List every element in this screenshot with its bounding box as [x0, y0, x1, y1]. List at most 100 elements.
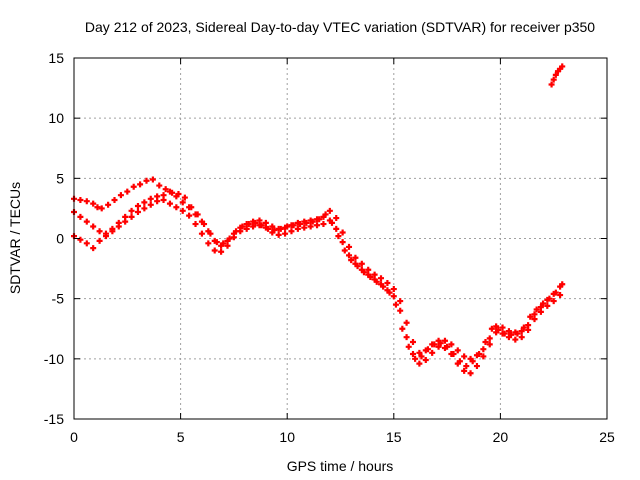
- data-point: [346, 243, 353, 250]
- data-point: [499, 324, 506, 331]
- data-point: [166, 200, 173, 207]
- x-tick-label: 15: [386, 429, 402, 445]
- data-point: [473, 352, 480, 359]
- x-tick-label: 25: [599, 429, 615, 445]
- data-point: [111, 196, 118, 203]
- data-point: [243, 221, 250, 228]
- x-tick-label: 20: [493, 429, 509, 445]
- data-point: [160, 192, 167, 199]
- data-point: [392, 301, 399, 308]
- data-point: [493, 329, 500, 336]
- data-point: [378, 281, 385, 288]
- data-point: [122, 218, 129, 225]
- data-point: [288, 228, 295, 235]
- data-point: [282, 224, 289, 231]
- data-point: [448, 351, 455, 358]
- data-point: [384, 287, 391, 294]
- data-point: [520, 324, 527, 331]
- data-point: [173, 204, 180, 211]
- data-point: [314, 222, 321, 229]
- data-point: [335, 233, 342, 240]
- data-point: [435, 337, 442, 344]
- data-point: [480, 353, 487, 360]
- chart-title: Day 212 of 2023, Sidereal Day-to-day VTE…: [85, 19, 595, 35]
- data-point: [301, 218, 308, 225]
- data-point: [154, 198, 161, 205]
- x-tick-label: 0: [70, 429, 78, 445]
- data-point: [320, 221, 327, 228]
- y-tick-label: 0: [56, 231, 64, 247]
- data-point: [557, 292, 564, 299]
- data-point: [518, 328, 525, 335]
- data-point: [198, 230, 205, 237]
- data-point: [250, 218, 257, 225]
- data-point: [320, 213, 327, 220]
- data-point: [533, 306, 540, 313]
- data-point: [384, 280, 391, 287]
- data-point: [525, 322, 532, 329]
- data-point: [463, 363, 470, 370]
- data-point: [403, 319, 410, 326]
- data-point: [346, 252, 353, 259]
- data-point: [550, 76, 557, 83]
- data-point: [544, 302, 551, 309]
- data-point: [124, 188, 131, 195]
- data-point: [211, 237, 218, 244]
- data-point: [505, 328, 512, 335]
- data-point: [130, 183, 137, 190]
- data-point: [269, 223, 276, 230]
- data-point: [441, 345, 448, 352]
- data-point: [307, 217, 314, 224]
- data-point: [358, 260, 365, 267]
- data-point: [275, 231, 282, 238]
- data-point: [90, 245, 97, 252]
- data-point: [141, 205, 148, 212]
- data-point: [128, 213, 135, 220]
- data-point: [282, 230, 289, 237]
- data-point: [134, 209, 141, 216]
- data-point: [179, 199, 186, 206]
- axis-ticks: [73, 57, 608, 420]
- data-point: [173, 193, 180, 200]
- data-point: [83, 240, 90, 247]
- data-point: [537, 304, 544, 311]
- y-axis-label: SDTVAR / TECUs: [7, 182, 23, 294]
- data-point: [365, 266, 372, 273]
- data-point: [480, 346, 487, 353]
- data-point: [552, 71, 559, 78]
- data-point: [461, 353, 468, 360]
- data-point: [162, 186, 169, 193]
- data-point: [314, 216, 321, 223]
- data-point: [448, 341, 455, 348]
- data-point: [128, 207, 135, 214]
- data-point: [418, 353, 425, 360]
- data-point: [294, 225, 301, 232]
- data-point: [482, 338, 489, 345]
- x-tick-label: 10: [279, 429, 295, 445]
- data-point: [117, 192, 124, 199]
- data-point: [294, 219, 301, 226]
- data-point: [467, 370, 474, 377]
- data-point: [186, 204, 193, 211]
- data-point: [397, 307, 404, 314]
- data-point: [390, 286, 397, 293]
- data-point: [149, 176, 156, 183]
- data-point: [488, 325, 495, 332]
- data-point: [422, 357, 429, 364]
- x-axis-label: GPS time / hours: [287, 458, 394, 474]
- data-point: [493, 323, 500, 330]
- y-tick-label: -15: [44, 411, 64, 427]
- data-point: [454, 347, 461, 354]
- data-point: [378, 275, 385, 282]
- data-point: [409, 351, 416, 358]
- data-point: [405, 343, 412, 350]
- data-point: [486, 341, 493, 348]
- data-point: [454, 360, 461, 367]
- data-point: [399, 325, 406, 332]
- data-point: [109, 228, 116, 235]
- data-point: [397, 298, 404, 305]
- data-point: [416, 349, 423, 356]
- data-point: [544, 296, 551, 303]
- data-point: [358, 266, 365, 273]
- data-point: [429, 349, 436, 356]
